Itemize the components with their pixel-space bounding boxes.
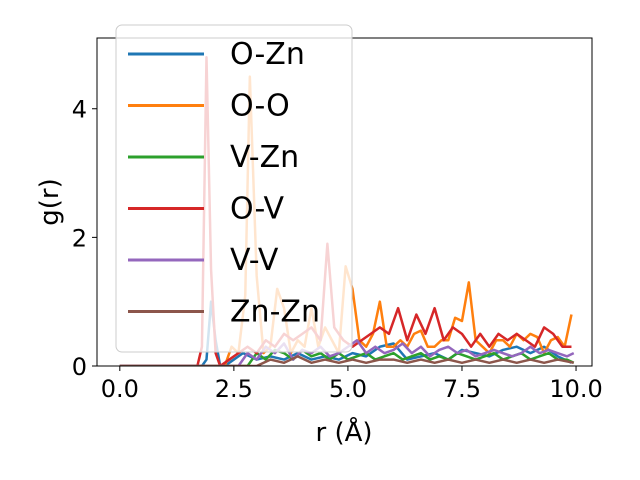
legend-label-zn-zn: Zn-Zn	[230, 295, 320, 330]
legend-label-o-zn: O-Zn	[230, 37, 305, 72]
legend: O-Zn O-O V-Zn O-V V-V Zn-Zn	[115, 24, 353, 353]
y-tick-label: 4	[72, 96, 87, 124]
x-tick-label: 5.0	[329, 375, 367, 403]
legend-label-v-v: V-V	[230, 243, 279, 278]
series-line-zn-zn	[119, 355, 574, 366]
x-axis-label: r (Å)	[315, 416, 372, 448]
x-tick-label: 7.5	[443, 375, 481, 403]
series-line-o-v	[119, 56, 572, 366]
y-axis-label: g(r)	[35, 178, 65, 225]
legend-label-v-zn: V-Zn	[230, 140, 299, 175]
x-tick-label: 0.0	[101, 375, 139, 403]
x-tick-label: 10.0	[549, 375, 602, 403]
y-tick-label: 0	[72, 353, 87, 381]
legend-label-o-o: O-O	[230, 89, 290, 124]
legend-label-o-v: O-V	[230, 192, 285, 227]
axes: 0.0 2.5 5.0 7.5 10.0 0 2 4	[72, 37, 603, 403]
y-tick-label: 2	[72, 224, 87, 252]
x-tick-label: 2.5	[215, 375, 253, 403]
